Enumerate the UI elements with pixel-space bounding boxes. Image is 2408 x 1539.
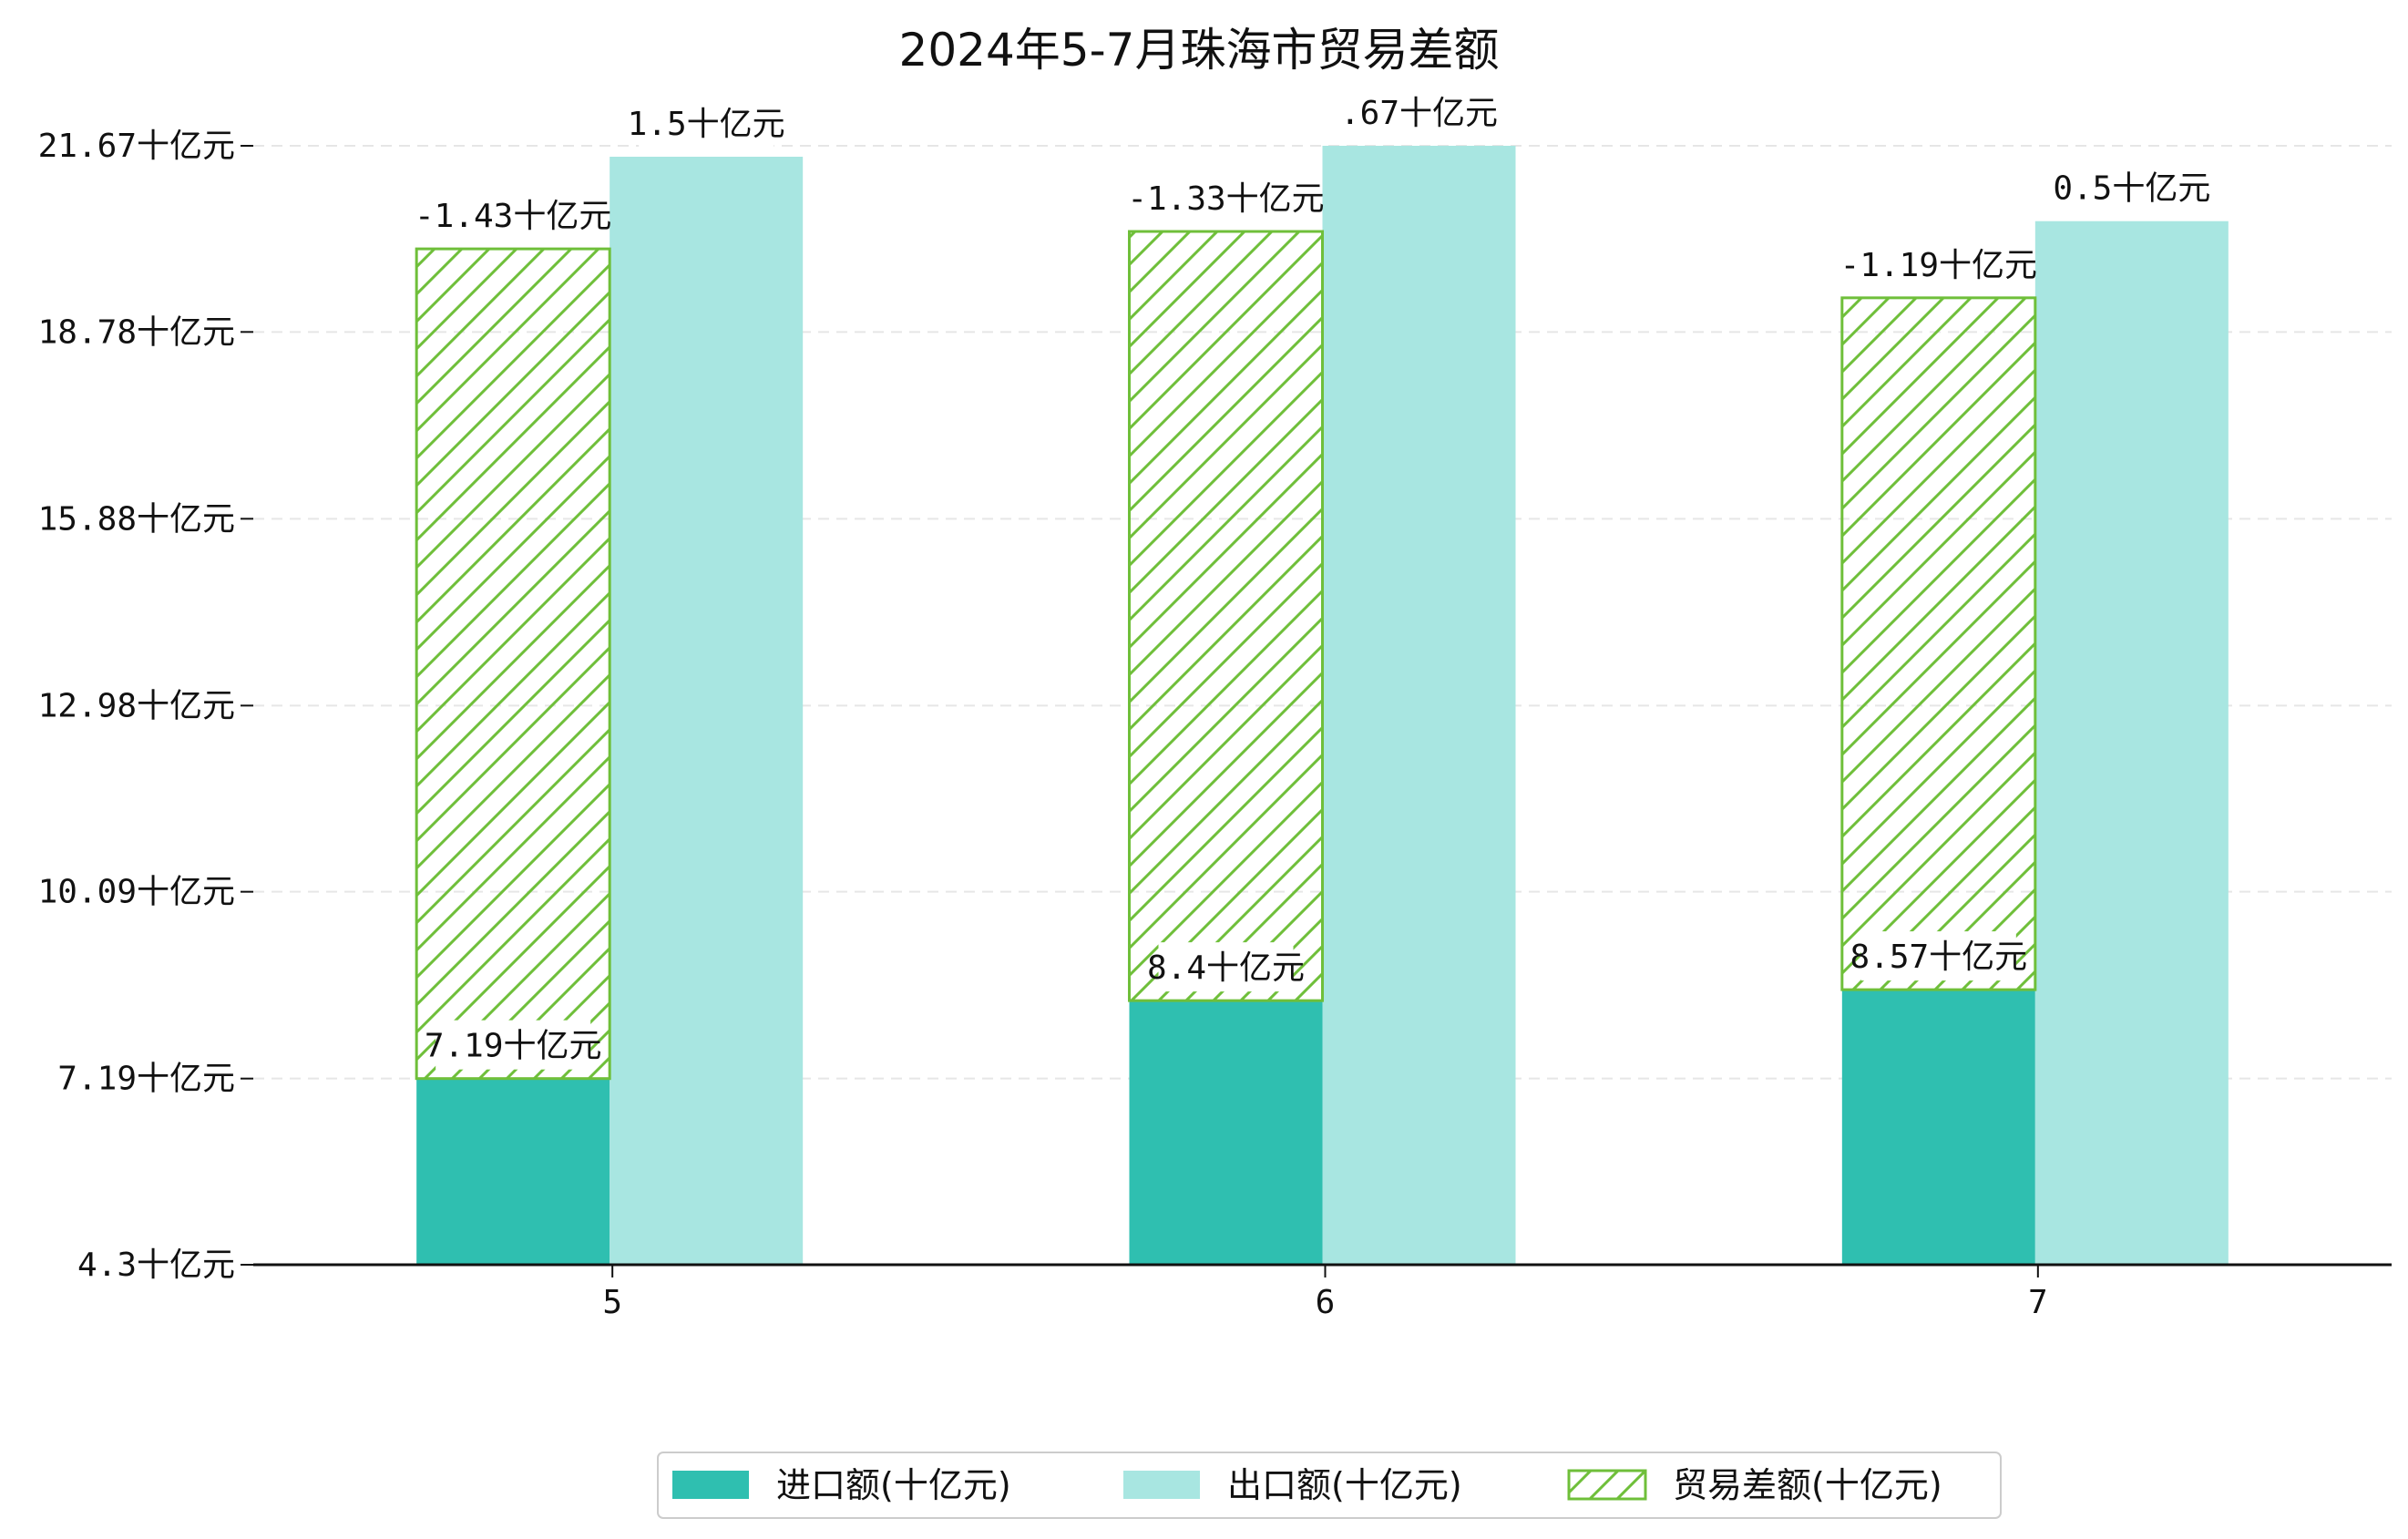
legend-import-swatch bbox=[672, 1471, 749, 1499]
import-bar bbox=[416, 1078, 610, 1265]
chart-title: 2024年5-7月珠海市贸易差额 bbox=[899, 24, 1500, 77]
export-value-label: 1.5十亿元 bbox=[628, 106, 785, 143]
y-axis: 4.3十亿元 7.19十亿元 10.09十亿元 12.98十亿元 15.88十亿元 18.… bbox=[38, 128, 253, 1284]
import-value-label: 8.57十亿元 bbox=[1850, 939, 2027, 976]
import-value-label: 7.19十亿元 bbox=[425, 1028, 602, 1065]
import-bar bbox=[1841, 990, 2035, 1265]
import-value-label: 8.4十亿元 bbox=[1147, 949, 1305, 987]
balance-value-label-bg bbox=[1138, 173, 1314, 223]
export-value-label-bg bbox=[2064, 162, 2199, 212]
y-tick-label: 4.3十亿元 bbox=[77, 1247, 235, 1284]
balance-value-label: -1.19十亿元 bbox=[1840, 247, 2037, 284]
balance-value-label-bg bbox=[425, 190, 601, 241]
export-value-label: .67十亿元 bbox=[1340, 95, 1498, 132]
legend: 进口额(十亿元) 出口额(十亿元) 贸易差额(十亿元) bbox=[657, 1452, 2002, 1519]
legend-balance-swatch bbox=[1567, 1469, 1647, 1501]
balance-bar bbox=[1840, 296, 2037, 991]
legend-import-label: 进口额(十亿元) bbox=[776, 1465, 1011, 1505]
balance-value-label: -1.33十亿元 bbox=[1127, 180, 1324, 218]
import-bar bbox=[1129, 1000, 1323, 1265]
legend-export-swatch bbox=[1123, 1471, 1200, 1499]
y-tick-label: 18.78十亿元 bbox=[38, 313, 235, 351]
x-tick-label: 6 bbox=[1316, 1284, 1336, 1321]
y-tick-label: 15.88十亿元 bbox=[38, 500, 235, 538]
x-tick-label: 7 bbox=[2028, 1284, 2048, 1321]
x-axis: 5 6 7 bbox=[253, 1263, 2392, 1321]
y-tick-label: 10.09十亿元 bbox=[38, 874, 235, 911]
import-value-label-bg bbox=[435, 1020, 591, 1070]
balance-value-label: -1.43十亿元 bbox=[415, 198, 611, 235]
data-labels: 7.19十亿元 -1.43十亿元 1.5十亿元 8.4十亿元 -1.33十亿元 .67十亿… bbox=[415, 87, 2210, 1070]
export-bar bbox=[2034, 221, 2229, 1265]
legend-balance-label: 贸易差额(十亿元) bbox=[1673, 1465, 1942, 1505]
y-tick-label: 12.98十亿元 bbox=[38, 687, 235, 724]
export-bar bbox=[610, 157, 804, 1265]
export-value-label-bg bbox=[1351, 87, 1487, 137]
bars bbox=[415, 146, 2229, 1265]
legend-export-label: 出口额(十亿元) bbox=[1227, 1465, 1462, 1505]
x-tick-label: 5 bbox=[602, 1284, 622, 1321]
y-tick-label: 21.67十亿元 bbox=[38, 128, 235, 165]
export-value-label: 0.5十亿元 bbox=[2053, 170, 2210, 208]
legend-box bbox=[657, 1452, 2002, 1519]
balance-value-label-bg bbox=[1850, 239, 2026, 289]
export-value-label-bg bbox=[639, 98, 774, 149]
y-tick-label: 7.19十亿元 bbox=[57, 1061, 235, 1098]
balance-bar bbox=[415, 247, 611, 1081]
import-value-label-bg bbox=[1860, 931, 2016, 981]
import-value-label-bg bbox=[1158, 942, 1294, 992]
balance-bar bbox=[1128, 230, 1324, 1002]
export-bar bbox=[1322, 146, 1516, 1265]
